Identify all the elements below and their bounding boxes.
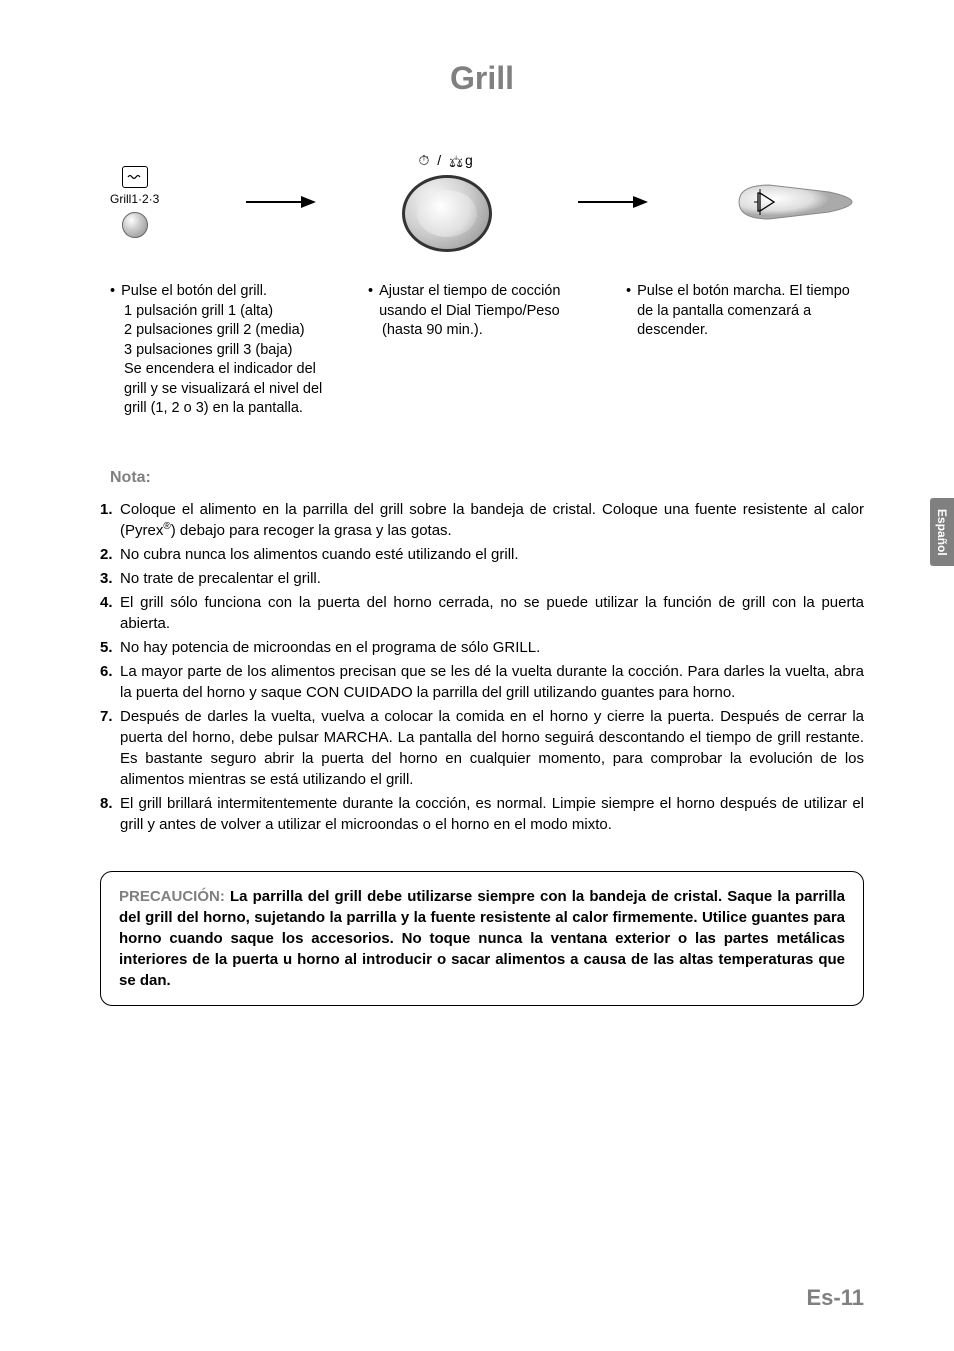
dial-symbols: ⏱ / ⚖g bbox=[418, 152, 474, 169]
step1-text: •Pulse el botón del grill. 1 pulsación g… bbox=[110, 282, 338, 419]
note-item: 8.El grill brillará intermitentemente du… bbox=[100, 793, 864, 835]
step2-icon-col: ⏱ / ⚖g bbox=[402, 152, 492, 252]
caution-box: PRECAUCIÓN: La parrilla del grill debe u… bbox=[100, 871, 864, 1006]
note-item: 7.Después de darles la vuelta, vuelva a … bbox=[100, 706, 864, 790]
dial-icon bbox=[402, 175, 492, 252]
page-number: Es-11 bbox=[807, 1285, 865, 1311]
notes-list: 1.Coloque el alimento en la parrilla del… bbox=[100, 499, 864, 835]
note-item: 5.No hay potencia de microondas en el pr… bbox=[100, 637, 864, 658]
step3-text: •Pulse el botón marcha. El tiempo de la … bbox=[626, 282, 854, 419]
note-item: 2.No cubra nunca los alimentos cuando es… bbox=[100, 544, 864, 565]
step3-icon-col bbox=[734, 152, 854, 252]
note-item: 6.La mayor parte de los alimentos precis… bbox=[100, 661, 864, 703]
step2-text: •Ajustar el tiempo de cocción usando el … bbox=[368, 282, 596, 419]
start-button-icon bbox=[734, 177, 854, 227]
nota-heading: Nota: bbox=[100, 469, 864, 487]
page-title: Grill bbox=[100, 60, 864, 97]
note-item: 3.No trate de precalentar el grill. bbox=[100, 568, 864, 589]
arrow-icon bbox=[246, 192, 316, 217]
grill-label: Grill1·2·3 bbox=[110, 192, 159, 206]
note-item: 1.Coloque el alimento en la parrilla del… bbox=[100, 499, 864, 541]
arrow-icon bbox=[578, 192, 648, 217]
language-tab: Español bbox=[930, 498, 954, 566]
grill-button-icon bbox=[122, 212, 148, 238]
step1-icon-col: Grill1·2·3 bbox=[110, 152, 159, 252]
grill-icon bbox=[122, 166, 148, 188]
steps-text-row: •Pulse el botón del grill. 1 pulsación g… bbox=[100, 282, 864, 419]
note-item: 4.El grill sólo funciona con la puerta d… bbox=[100, 592, 864, 634]
steps-icons-row: Grill1·2·3 ⏱ / ⚖g bbox=[100, 152, 864, 252]
caution-text: La parrilla del grill debe utilizarse si… bbox=[119, 888, 845, 989]
caution-label: PRECAUCIÓN: bbox=[119, 888, 225, 905]
